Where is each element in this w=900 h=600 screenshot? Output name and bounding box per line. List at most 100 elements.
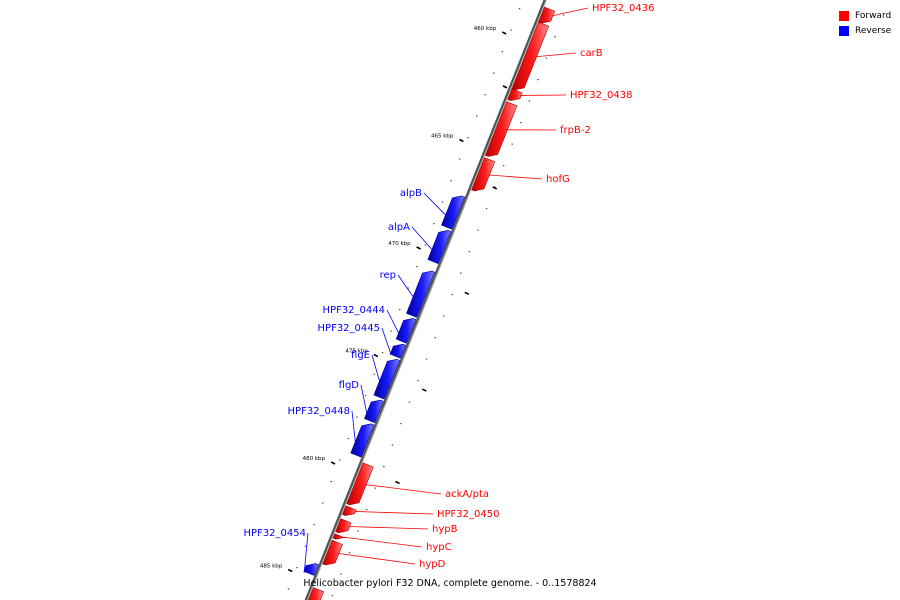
gene-arrow xyxy=(373,358,400,400)
minor-tick xyxy=(424,244,427,246)
minor-tick xyxy=(347,438,350,440)
gene-label: hofG xyxy=(546,174,570,185)
gene-arrow xyxy=(406,270,435,318)
gene-arrow xyxy=(427,229,452,264)
minor-tick xyxy=(287,588,290,590)
minor-tick xyxy=(304,545,307,547)
gene-arrow xyxy=(342,505,357,516)
backbone-axis xyxy=(304,0,547,600)
minor-tick xyxy=(400,423,402,425)
minor-tick xyxy=(339,459,341,461)
kbp-tick xyxy=(287,568,293,573)
gene-leader-line xyxy=(337,552,416,565)
minor-tick xyxy=(528,100,531,102)
minor-tick xyxy=(330,481,333,483)
minor-tick xyxy=(340,573,342,575)
kbp-label: 465 kbp xyxy=(431,134,454,140)
minor-tick xyxy=(537,79,539,81)
minor-tick xyxy=(313,524,315,526)
minor-tick xyxy=(433,223,435,225)
kbp-tick xyxy=(501,31,507,35)
minor-tick xyxy=(450,180,452,182)
gene-label: rep xyxy=(380,270,396,281)
minor-tick xyxy=(357,530,359,532)
gene-arrow xyxy=(538,6,556,24)
kbp-tick xyxy=(421,388,427,392)
backbone-layer xyxy=(304,0,547,600)
gene-leader-line xyxy=(360,384,368,415)
gene-label: hypC xyxy=(426,542,452,553)
gene-leader-line xyxy=(551,7,589,17)
gene-arrow xyxy=(507,88,523,101)
minor-tick xyxy=(373,373,375,375)
gene-layer xyxy=(303,6,556,600)
legend-reverse-label: Reverse xyxy=(855,25,892,36)
minor-tick xyxy=(545,57,548,59)
minor-tick xyxy=(407,287,410,289)
minor-tick xyxy=(321,502,324,504)
minor-tick xyxy=(493,72,495,74)
gene-arrow xyxy=(335,518,352,534)
minor-tick xyxy=(451,294,454,296)
gene-label: HPF32_0450 xyxy=(437,509,499,520)
minor-tick xyxy=(467,137,469,139)
gene-arrow xyxy=(332,533,346,540)
kbp-tick xyxy=(464,291,470,296)
gene-arrow xyxy=(441,195,465,230)
gene-label: ackA/pta xyxy=(445,489,489,500)
minor-tick xyxy=(416,266,418,268)
minor-tick xyxy=(348,552,351,554)
gene-label: frpB-2 xyxy=(560,125,591,136)
minor-tick xyxy=(356,416,358,418)
kbp-tick xyxy=(416,246,421,250)
gene-label: carB xyxy=(580,48,603,59)
gene-label: flgE xyxy=(351,350,370,361)
minor-tick xyxy=(398,309,401,311)
legend-forward: Forward xyxy=(839,8,891,23)
gene-label: HPF32_0436 xyxy=(592,3,654,14)
minor-tick xyxy=(468,251,471,253)
backbone-highlight xyxy=(307,0,547,600)
minor-tick xyxy=(296,567,298,569)
gene-leader-line xyxy=(411,226,433,251)
minor-tick xyxy=(562,14,565,16)
gene-leader-line xyxy=(344,536,423,548)
minor-tick xyxy=(475,115,478,117)
legend-forward-label: Forward xyxy=(855,10,892,21)
gene-arrow xyxy=(350,423,375,458)
minor-tick xyxy=(501,51,504,53)
kbp-tick xyxy=(492,186,498,190)
gene-leader-line xyxy=(351,410,356,444)
label-layer: HPF32_0436 carB HPF32_0438 frpB-2 hofG alpB al… xyxy=(244,3,654,573)
minor-tick xyxy=(365,509,368,511)
minor-tick xyxy=(331,595,334,597)
gene-label: flgD xyxy=(339,380,360,391)
gene-arrow xyxy=(471,157,496,192)
gene-label: HPF32_0438 xyxy=(570,90,632,101)
legend: Forward Reverse xyxy=(839,8,891,38)
minor-tick xyxy=(554,36,556,38)
gene-leader-line xyxy=(423,192,447,217)
gene-leader-line xyxy=(348,526,429,530)
minor-tick xyxy=(494,186,496,188)
gene-label: alpB xyxy=(400,188,422,199)
minor-tick xyxy=(460,272,462,274)
gene-arrow xyxy=(395,318,417,344)
gene-label: HPF32_0445 xyxy=(318,323,380,334)
minor-tick xyxy=(364,395,367,397)
minor-tick xyxy=(391,444,394,446)
gene-label: HPF32_0454 xyxy=(244,528,306,539)
gene-arrow xyxy=(346,462,374,506)
minor-tick xyxy=(502,165,505,167)
kbp-label: 480 kbp xyxy=(303,456,326,462)
kbp-tick xyxy=(502,85,508,89)
gene-label: alpA xyxy=(388,222,410,233)
gene-label: hypD xyxy=(419,559,446,570)
gene-label: HPF32_0448 xyxy=(288,406,350,417)
gene-leader-line xyxy=(397,274,415,298)
gene-arrow xyxy=(485,101,518,157)
gene-label: HPF32_0444 xyxy=(323,305,385,316)
minor-tick xyxy=(485,208,488,210)
reverse-swatch xyxy=(839,25,849,36)
